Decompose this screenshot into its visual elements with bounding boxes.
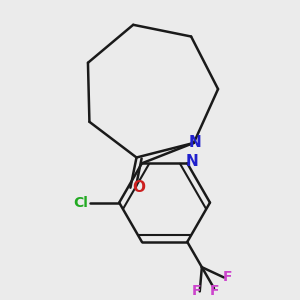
Text: F: F [209, 284, 219, 298]
Text: F: F [222, 271, 232, 284]
Text: N: N [186, 154, 199, 169]
Text: O: O [132, 180, 145, 195]
Text: Cl: Cl [74, 196, 88, 210]
Text: N: N [189, 135, 202, 150]
Text: F: F [192, 284, 201, 298]
